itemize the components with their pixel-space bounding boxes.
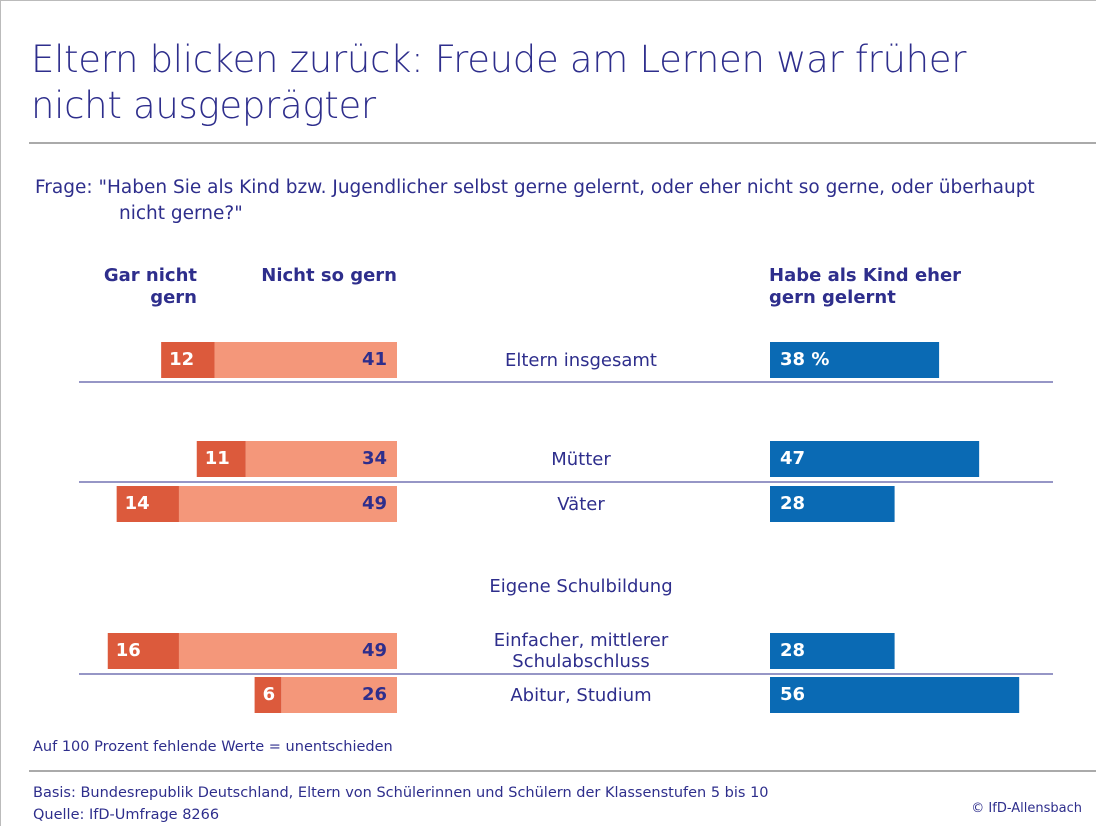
category-label: Einfacher, mittlerer Schulabschluss — [493, 630, 669, 672]
basis: Basis: Bundesrepublik Deutschland, Elter… — [33, 785, 769, 801]
value-label: 16 — [115, 640, 141, 661]
copyright: © IfD-Allensbach — [971, 801, 1082, 816]
bar — [107, 633, 179, 669]
value-label: 6 — [262, 684, 276, 705]
bar — [770, 633, 895, 669]
category-label: Abitur, Studium — [510, 684, 652, 706]
value-label: 34 — [362, 448, 388, 469]
value-label: 38 % — [780, 349, 830, 370]
chart-title: Eltern blicken zurück: Freude am Lernen … — [31, 38, 967, 127]
value-label: 49 — [362, 640, 388, 661]
source: Quelle: IfD-Umfrage 8266 — [33, 807, 220, 823]
category-label: Mütter — [551, 448, 611, 470]
value-label: 26 — [362, 684, 388, 705]
value-label: 41 — [362, 349, 388, 370]
bar — [770, 441, 980, 477]
group-label: Eigene Schulbildung — [489, 576, 673, 597]
bar — [196, 441, 246, 477]
category-label: Väter — [557, 493, 605, 515]
subtitle: Frage: "Haben Sie als Kind bzw. Jugendli… — [35, 177, 1035, 224]
value-label: 49 — [362, 493, 388, 514]
value-label: 47 — [780, 448, 806, 469]
note: Auf 100 Prozent fehlende Werte = unentsc… — [33, 739, 393, 755]
category-label: Eltern insgesamt — [504, 349, 657, 371]
value-label: 12 — [169, 349, 195, 370]
bar — [254, 677, 282, 713]
legend-entry: Habe als Kind eher gern gelernt — [769, 265, 962, 308]
bar — [770, 677, 1020, 713]
bar — [770, 486, 895, 522]
bar — [214, 342, 397, 378]
bar — [161, 342, 215, 378]
value-label: 11 — [204, 448, 230, 469]
value-label: 28 — [780, 493, 806, 514]
bar — [770, 342, 940, 378]
legend-entry: Gar nicht gern — [103, 265, 197, 308]
bar — [116, 486, 179, 522]
bar — [178, 633, 397, 669]
value-label: 28 — [780, 640, 806, 661]
value-label: 56 — [780, 684, 806, 705]
bar — [178, 486, 397, 522]
legend-entry: Nicht so gern — [261, 265, 397, 286]
bar — [281, 677, 397, 713]
bar — [245, 441, 397, 477]
value-label: 14 — [124, 493, 150, 514]
